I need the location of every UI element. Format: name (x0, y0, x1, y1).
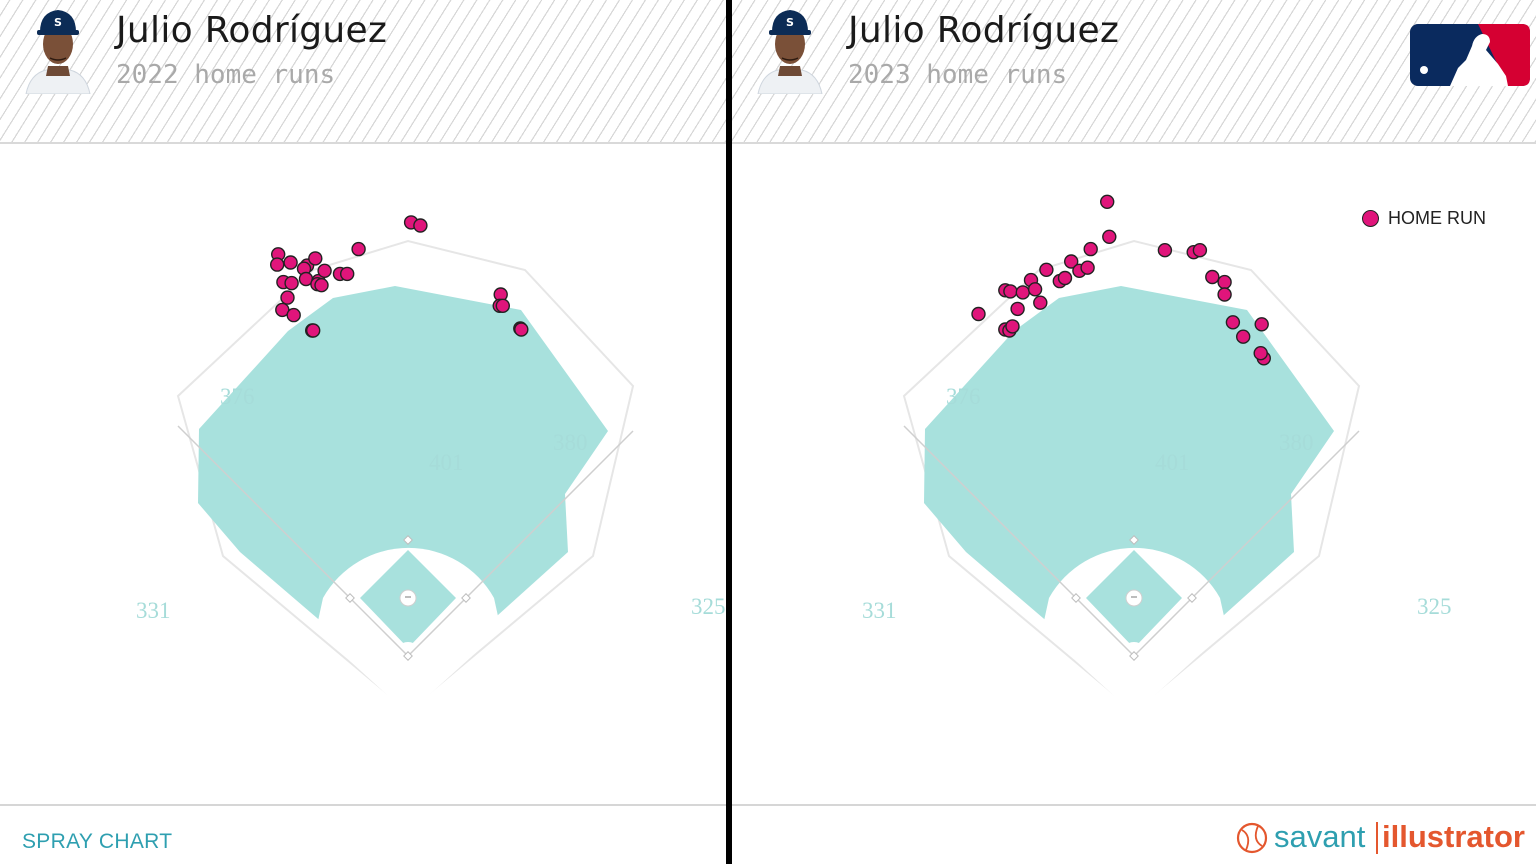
right-foul-line (1133, 430, 1360, 657)
home-run-dot (270, 257, 285, 272)
player-name: Julio Rodríguez (116, 10, 388, 51)
mlb-logo-icon (1410, 24, 1530, 86)
distance-label: 380 (553, 430, 588, 455)
pitchers-rubber (1131, 596, 1137, 598)
panel-divider (726, 0, 732, 864)
home-run-dots (971, 194, 1271, 366)
panel-header: S Julio Rodríguez 2023 home runs (732, 0, 1536, 144)
spray-chart-panel-2023: S Julio Rodríguez 2023 home runs 331 376 4… (732, 0, 1536, 864)
distance-label: 380 (1279, 430, 1314, 455)
chart-subtitle: 2023 home runs (848, 60, 1068, 90)
outfield-grass (198, 286, 608, 696)
home-run-dot (1217, 274, 1232, 290)
pitchers-rubber (405, 596, 411, 598)
home-run-dot (1005, 319, 1020, 334)
brand-illustrator-text: illustrator (1382, 819, 1525, 854)
home-run-dot (495, 298, 510, 314)
left-foul-line (177, 425, 409, 657)
footer-divider (0, 804, 726, 806)
home-plate (1129, 651, 1139, 661)
left-foul-line (903, 425, 1135, 657)
player-headshot-icon: S (25, 10, 91, 94)
home-run-dot (284, 275, 299, 291)
home-run-dot (1205, 269, 1220, 285)
home-run-dot (413, 218, 428, 233)
spray-chart-panel-2022: S Julio Rodríguez 2022 home runs 331 376 4… (0, 0, 726, 864)
distance-label: 325 (1417, 594, 1452, 619)
home-run-dot (1217, 287, 1232, 302)
footer-divider (732, 804, 1536, 806)
brand-separator (1376, 822, 1378, 854)
first-base (461, 593, 471, 603)
home-run-dot (1015, 285, 1030, 300)
home-run-dot (1010, 301, 1025, 317)
legend-label: HOME RUN (1388, 208, 1486, 228)
home-run-dot (1100, 194, 1115, 209)
distance-label: 331 (136, 598, 171, 623)
svg-text:S: S (54, 16, 62, 29)
home-run-dot (1083, 241, 1098, 257)
third-base (345, 593, 355, 603)
chart-subtitle: 2022 home runs (116, 60, 336, 90)
player-headshot-icon: S (757, 10, 823, 94)
brand-savant-text: savant (1274, 819, 1366, 854)
second-base (1129, 535, 1139, 545)
distance-label: 376 (946, 384, 981, 409)
home-run-dot (351, 241, 366, 257)
home-run-dot (1027, 282, 1043, 297)
home-run-dot (314, 277, 329, 293)
home-run-dot (306, 323, 321, 338)
home-run-dots (270, 215, 529, 338)
distance-label: 401 (429, 450, 464, 475)
home-run-dot (340, 266, 355, 282)
home-run-dot (1157, 242, 1173, 258)
spray-chart-2023: 331 376 401 380 325 (862, 194, 1452, 714)
home-run-dot (1033, 295, 1048, 310)
distance-label: 331 (862, 598, 897, 623)
home-run-dot (1080, 260, 1095, 275)
home-run-dot (1003, 284, 1018, 299)
spray-chart-2022: 331 376 401 380 325 (136, 215, 726, 714)
home-run-dot (971, 306, 986, 322)
right-foul-line (407, 430, 634, 657)
first-base (1187, 593, 1197, 603)
home-plate (403, 651, 413, 661)
baseball-icon (1236, 822, 1268, 854)
distance-label: 401 (1155, 450, 1190, 475)
home-run-dot (1057, 270, 1073, 286)
home-run-dot (280, 290, 295, 305)
distance-label: 325 (691, 594, 726, 619)
home-run-dot (1039, 262, 1054, 278)
home-run-dot (1064, 254, 1079, 269)
svg-text:S: S (786, 16, 794, 29)
home-run-dot (286, 307, 301, 323)
third-base (1071, 593, 1081, 603)
home-run-dot (1253, 345, 1268, 361)
legend-marker (1362, 210, 1379, 227)
home-run-dot (514, 322, 529, 337)
outfield-grass (924, 286, 1334, 696)
home-run-dot (317, 263, 332, 279)
home-run-dot (308, 251, 323, 266)
home-run-dot (1254, 317, 1269, 332)
home-run-dot (1192, 242, 1208, 258)
home-run-dot (1102, 229, 1117, 245)
player-name: Julio Rodríguez (848, 10, 1120, 51)
panel-header: S Julio Rodríguez 2022 home runs (0, 0, 726, 144)
second-base (403, 535, 413, 545)
home-run-dot (1236, 329, 1251, 344)
spray-chart-label: SPRAY CHART (22, 830, 173, 853)
home-run-dot (283, 255, 298, 270)
distance-label: 376 (220, 384, 255, 409)
home-run-dot (1225, 315, 1241, 330)
